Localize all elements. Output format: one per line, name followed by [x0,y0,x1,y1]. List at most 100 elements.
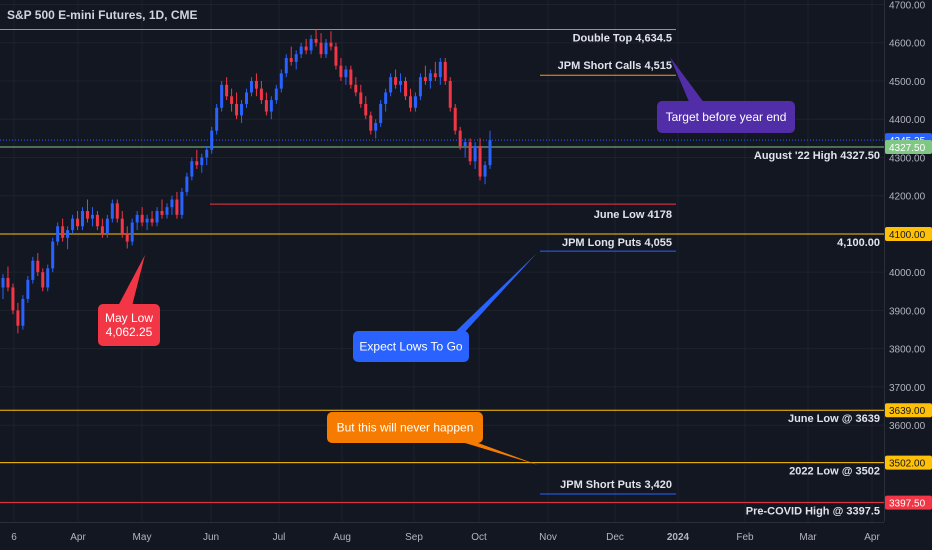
candle-body [279,73,283,89]
callout-text: Expect Lows To Go [359,340,462,354]
candle-body [235,103,239,116]
candle-body [165,207,169,215]
candle-body [230,96,234,104]
candle-body [319,42,323,55]
y-tick-label: 3600.00 [889,421,926,432]
candle-body [170,199,174,208]
candle-body [304,46,308,51]
horizontal-levels[interactable]: Double Top 4,634.5 JPM Short Calls 4,515 A… [0,29,884,518]
x-tick-label: Sep [405,532,423,543]
y-tick-label: 4000.00 [889,268,926,279]
y-tick-label: 4600.00 [889,39,926,50]
candle-body [110,203,114,219]
candle-body [468,142,472,162]
level-label: August '22 High 4327.50 [754,150,880,162]
x-tick-label: Feb [736,532,754,543]
candle-body [51,241,55,269]
y-tick-label: 4700.00 [889,1,926,12]
level-label: June Low 4178 [594,209,672,221]
x-tick-label: Apr [864,532,880,543]
price-axis-tags: 4345.254327.504100.003639.003502.003397.… [885,133,932,510]
candle-body [185,176,189,192]
candle-body [195,161,199,166]
candle-body [85,210,89,219]
candle-body [478,145,482,177]
y-tick-label: 3900.00 [889,306,926,317]
candle-body [160,210,164,215]
candle-body [46,268,50,288]
level-label: 2022 Low @ 3502 [789,466,880,478]
level-label: Double Top 4,634.5 [573,33,672,45]
candle-body [190,161,194,177]
candle-body [215,107,219,131]
y-tick-label: 4500.00 [889,77,926,88]
candle-body [41,272,45,288]
candle-body [324,42,328,55]
candle-body [344,69,348,78]
candle-body [115,203,119,219]
callout-pointer [118,255,145,306]
candle-body [334,46,338,66]
candle-body [135,214,139,223]
candle-body [404,80,408,97]
x-tick-label: Dec [606,532,624,543]
candle-body [56,226,60,242]
x-tick-label: Oct [471,532,487,543]
candle-body [384,92,388,104]
candle-body [180,191,184,215]
candle-body [100,226,104,234]
candle-body [21,298,25,326]
candle-body [349,69,353,85]
x-tick-label: Apr [70,532,86,543]
candle-body [200,157,204,166]
candle-body [145,218,149,223]
y-tick-label: 4200.00 [889,192,926,203]
candle-body [71,218,75,231]
callout-box[interactable] [657,101,795,133]
axis-price-tag-label: 3502.00 [889,459,926,470]
candle-body [309,38,313,51]
candle-body [1,277,5,288]
candle-body [76,218,80,227]
candle-body [284,58,288,74]
candle-body [220,84,224,108]
candle-body [90,214,94,219]
y-tick-label: 3800.00 [889,345,926,356]
candle-body [95,214,99,227]
candle-body [249,80,253,93]
candle-body [259,88,263,101]
x-tick-label: Jul [273,532,286,543]
candle-body [16,310,20,326]
level-label: 4,100.00 [837,237,880,249]
candle-body [394,77,398,85]
candle-body [274,88,278,101]
chart-title: S&P 500 E-mini Futures, 1D, CME [7,8,198,22]
x-tick-label: Aug [333,532,351,543]
candle-body [329,42,333,47]
candle-body [413,96,417,108]
candle-body [379,103,383,124]
callout-text: Target before year end [666,110,787,124]
x-tick-label: 2024 [667,532,690,543]
candle-body [483,165,487,177]
candle-body [120,218,124,234]
callout-box[interactable] [98,304,160,346]
candle-body [339,65,343,78]
time-axis[interactable]: 6 Apr May Jun Jul Aug Sep Oct Nov Dec 2024 Feb Mar Ap… [11,532,880,543]
callout-pointer [452,253,537,335]
axis-price-tag [885,139,932,154]
candle-body [210,130,214,150]
candle-body [264,100,268,112]
candle-body [125,233,129,242]
callout-box[interactable] [327,412,483,443]
candle-body [438,61,442,78]
x-tick-label: Jun [203,532,219,543]
level-label: JPM Long Puts 4,055 [562,237,672,249]
candle-body [254,80,258,89]
candle-body [369,115,373,131]
callout-box[interactable] [353,331,469,362]
callout-pointer [455,440,538,465]
